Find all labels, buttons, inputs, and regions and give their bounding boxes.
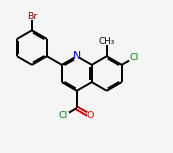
Bar	[129, 54, 140, 61]
Bar	[87, 112, 93, 120]
Text: Cl: Cl	[130, 53, 139, 62]
Bar	[74, 52, 80, 60]
Bar	[58, 112, 69, 120]
Text: O: O	[86, 111, 94, 120]
Bar	[99, 38, 114, 45]
Text: N: N	[73, 51, 81, 61]
Text: Cl: Cl	[59, 111, 68, 120]
Text: CH₃: CH₃	[99, 37, 115, 46]
Text: Br: Br	[27, 12, 37, 21]
Bar	[27, 12, 37, 20]
